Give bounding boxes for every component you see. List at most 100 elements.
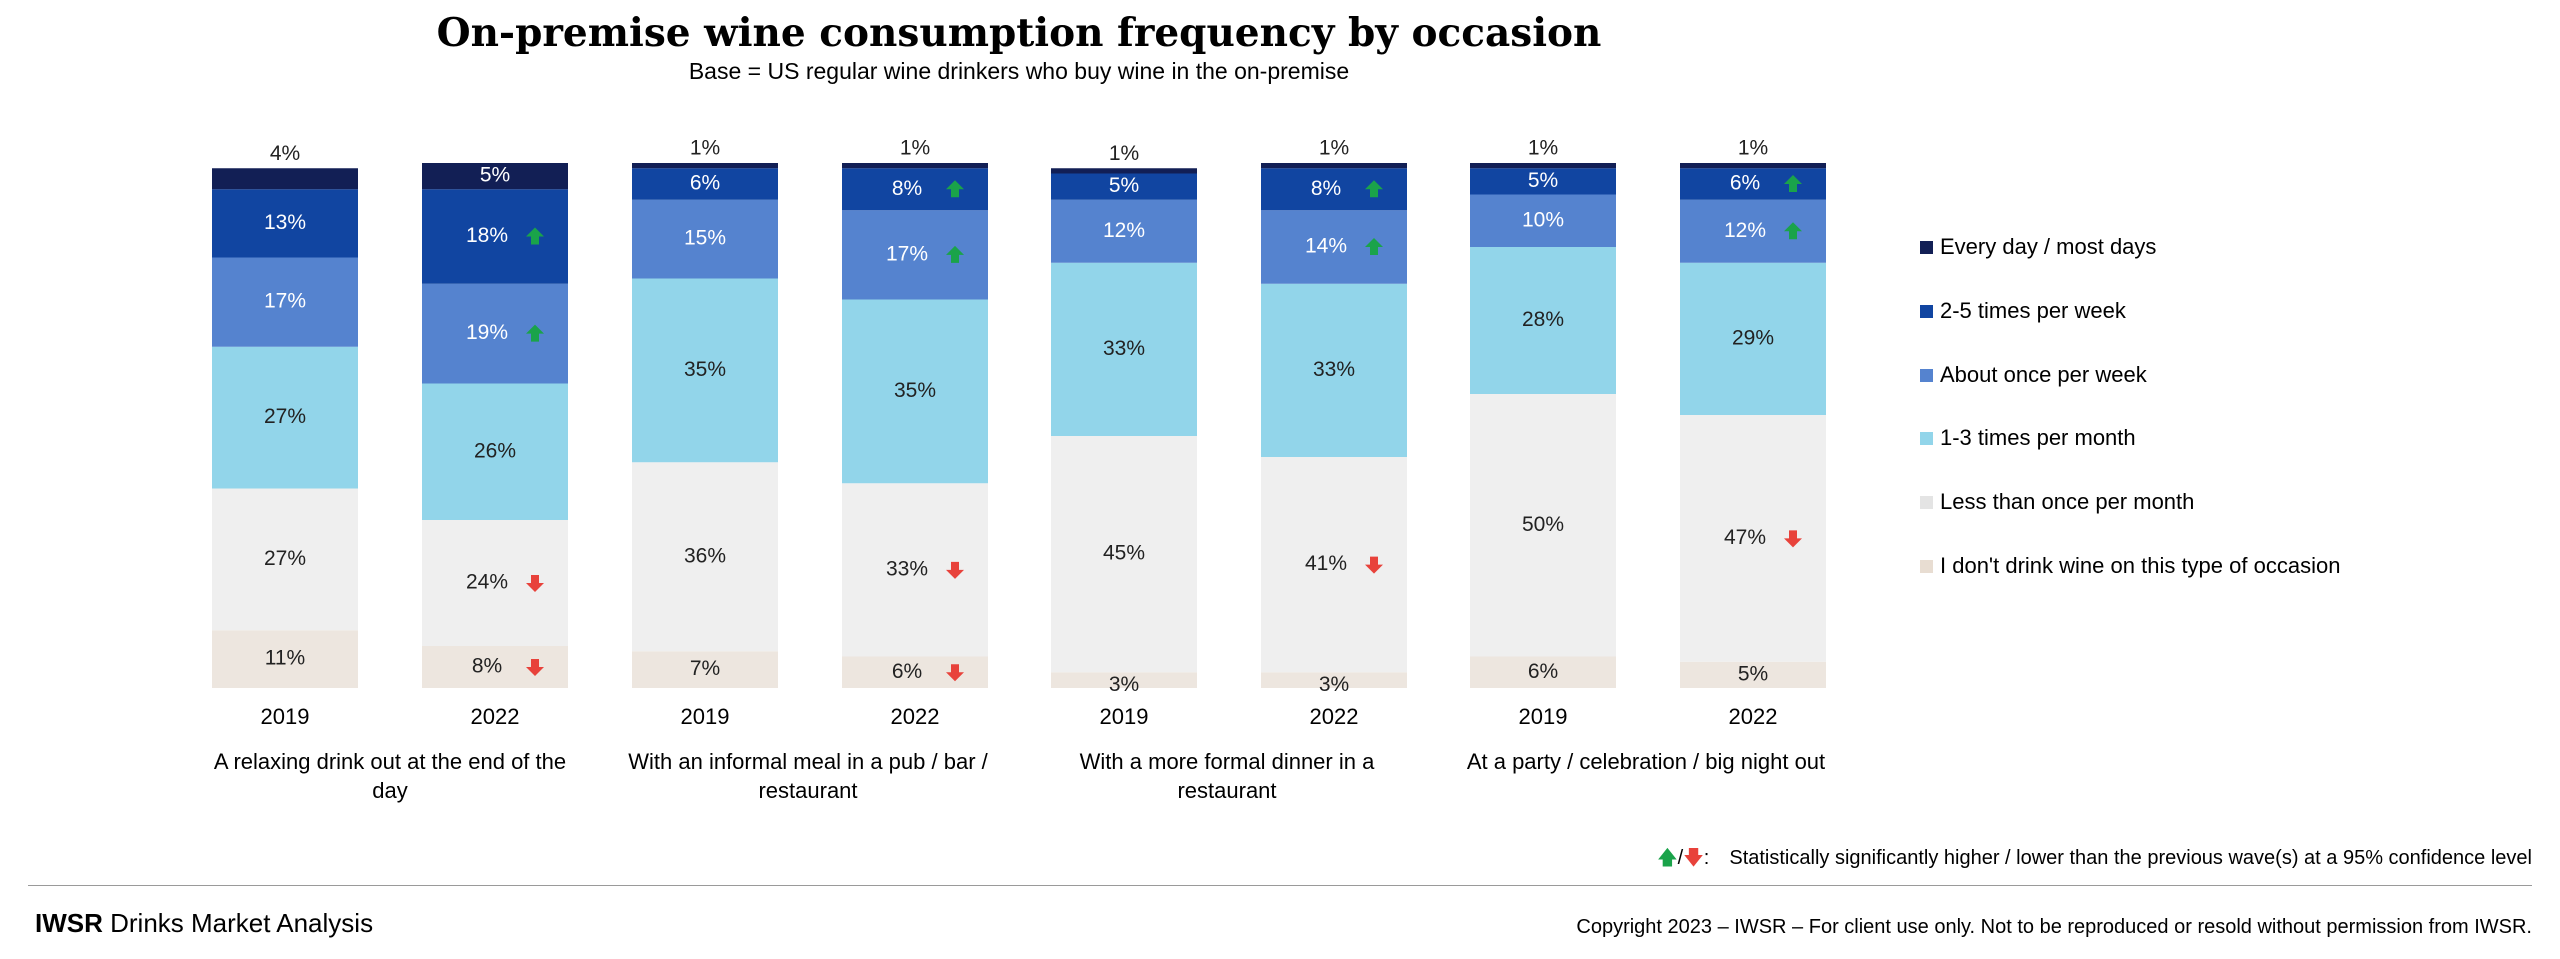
data-label: 24% xyxy=(466,571,508,594)
up-arrow-icon: 🡅 xyxy=(1657,847,1678,869)
bar-segment xyxy=(212,630,358,688)
data-label: 26% xyxy=(474,439,516,462)
bar-segment xyxy=(842,299,988,484)
up-arrow-icon xyxy=(1365,238,1383,255)
brand-footer: IWSR Drinks Market Analysis xyxy=(35,908,373,939)
down-arrow-icon xyxy=(946,561,964,579)
bar-segment xyxy=(1051,672,1197,688)
data-label: 17% xyxy=(264,290,306,313)
data-label: 6% xyxy=(1730,172,1760,195)
bar-segment xyxy=(212,189,358,258)
data-label: 6% xyxy=(690,172,720,195)
down-arrow-icon xyxy=(1784,530,1802,548)
data-label: 27% xyxy=(264,547,306,570)
data-label: 5% xyxy=(1109,174,1139,197)
data-label: 3% xyxy=(1109,673,1139,696)
bar-segment xyxy=(632,462,778,652)
bar-segment xyxy=(1051,436,1197,673)
bar-segment xyxy=(1470,194,1616,247)
brand-name: IWSR xyxy=(35,908,103,938)
bar-segment xyxy=(632,168,778,200)
data-label: 14% xyxy=(1305,235,1347,258)
bar-segment xyxy=(1261,672,1407,688)
significance-text: Statistically significantly higher / low… xyxy=(1729,847,2532,869)
data-label: 33% xyxy=(1103,337,1145,360)
down-arrow-icon xyxy=(1365,556,1383,574)
bar-segment xyxy=(1051,199,1197,263)
bar-segment xyxy=(422,383,568,520)
data-label: 28% xyxy=(1522,308,1564,331)
legend-swatch xyxy=(1920,432,1933,445)
bar-segment xyxy=(1470,168,1616,195)
sig-suffix: : xyxy=(1703,847,1710,869)
bar-segment xyxy=(422,163,568,190)
x-tick-label: 2022 xyxy=(1310,704,1359,729)
bar-segment xyxy=(632,278,778,463)
x-tick-label: 2019 xyxy=(1100,704,1149,729)
data-label: 29% xyxy=(1732,326,1774,349)
group-label: At a party / celebration / big night out xyxy=(1467,749,1825,774)
data-label: 7% xyxy=(690,657,720,680)
data-label: 17% xyxy=(886,242,928,265)
copyright-text: Copyright 2023 – IWSR – For client use o… xyxy=(1576,916,2532,938)
bar-segment xyxy=(1051,262,1197,436)
data-label: 47% xyxy=(1724,526,1766,549)
chart-title: On-premise wine consumption frequency by… xyxy=(436,10,1602,56)
legend-swatch xyxy=(1920,496,1933,509)
bar-segment xyxy=(1680,163,1826,169)
data-label: 1% xyxy=(1109,142,1139,165)
data-label: 8% xyxy=(472,655,502,678)
up-arrow-icon xyxy=(1784,175,1802,192)
bar-segment xyxy=(212,488,358,631)
data-label: 15% xyxy=(684,227,726,250)
data-label: 1% xyxy=(690,137,720,160)
legend-swatch xyxy=(1920,560,1933,573)
group-label: With a more formal dinner in a restaurant xyxy=(1080,749,1375,803)
bar-segment xyxy=(1470,656,1616,688)
data-label: 36% xyxy=(684,544,726,567)
x-tick-label: 2022 xyxy=(471,704,520,729)
data-label: 5% xyxy=(1738,662,1768,685)
legend-label: I don't drink wine on this type of occas… xyxy=(1940,553,2341,578)
data-label: 6% xyxy=(892,660,922,683)
data-label: 41% xyxy=(1305,552,1347,575)
data-label: 18% xyxy=(466,224,508,247)
bar-segment xyxy=(632,199,778,279)
significance-note: 🡅/🡇: Statistically significantly higher /… xyxy=(1657,843,2532,877)
bar-segment xyxy=(1261,163,1407,169)
bar-segment xyxy=(632,163,778,169)
data-label: 1% xyxy=(1319,137,1349,160)
bar-segment xyxy=(1470,163,1616,169)
data-label: 13% xyxy=(264,211,306,234)
x-tick-label: 2019 xyxy=(681,704,730,729)
legend-label: Every day / most days xyxy=(1940,234,2157,259)
x-tick-label: 2019 xyxy=(261,704,310,729)
bar-segment xyxy=(842,163,988,169)
data-label: 19% xyxy=(466,321,508,344)
bar-segment xyxy=(1680,262,1826,415)
legend-swatch xyxy=(1920,241,1933,254)
data-label: 8% xyxy=(892,177,922,200)
legend-label: About once per week xyxy=(1940,362,2147,387)
data-label: 4% xyxy=(270,142,300,165)
bar-segment xyxy=(1261,283,1407,457)
group-label: With an informal meal in a pub / bar / re… xyxy=(628,749,988,803)
data-label: 27% xyxy=(264,405,306,428)
bar-segment xyxy=(1051,168,1197,174)
data-label: 1% xyxy=(900,137,930,160)
data-label: 1% xyxy=(1738,137,1768,160)
data-label: 8% xyxy=(1311,177,1341,200)
brand-tagline: Drinks Market Analysis xyxy=(102,908,374,938)
down-arrow-icon xyxy=(526,659,544,676)
down-arrow-icon xyxy=(946,664,964,682)
footer-divider xyxy=(28,885,2532,886)
legend-label: Less than once per month xyxy=(1940,489,2195,514)
data-label: 35% xyxy=(894,379,936,402)
up-arrow-icon xyxy=(946,180,964,198)
legend-label: 1-3 times per month xyxy=(1940,425,2136,450)
legend-label: 2-5 times per week xyxy=(1940,298,2126,323)
sig-arrows: 🡅/🡇: xyxy=(1657,843,1709,877)
data-label: 12% xyxy=(1103,219,1145,242)
bar-segment xyxy=(212,168,358,190)
bar-segment xyxy=(1470,247,1616,394)
